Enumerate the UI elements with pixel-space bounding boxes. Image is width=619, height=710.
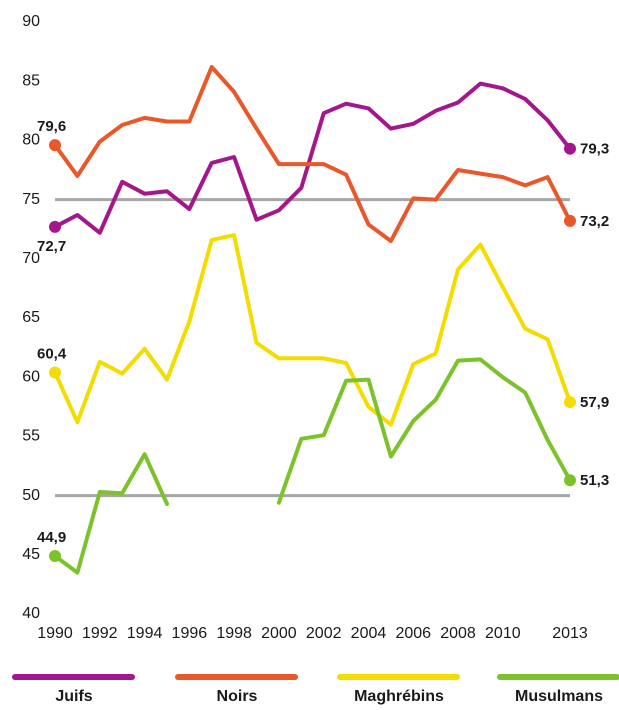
- end-point: [564, 474, 576, 487]
- y-tick-label: 85: [22, 72, 40, 89]
- value-label: 57,9: [580, 394, 609, 411]
- legend-item: Noirs: [175, 674, 298, 705]
- x-tick-label: 2008: [440, 625, 476, 642]
- end-point: [564, 396, 576, 409]
- y-tick-label: 45: [22, 546, 40, 563]
- x-tick-label: 2002: [306, 625, 342, 642]
- series-line: [53, 81, 572, 235]
- value-label: 79,3: [580, 141, 609, 158]
- series-line: [53, 357, 572, 575]
- y-tick-label: 60: [22, 368, 40, 385]
- value-label: 72,7: [37, 238, 66, 255]
- y-tick-label: 90: [22, 13, 40, 30]
- y-tick-label: 70: [22, 250, 40, 267]
- x-tick-label: 2004: [351, 625, 387, 642]
- y-tick-label: 75: [22, 191, 40, 208]
- y-tick-label: 65: [22, 309, 40, 326]
- value-label: 73,2: [580, 213, 609, 230]
- value-label: 60,4: [37, 345, 67, 362]
- x-tick-label: 1990: [37, 625, 73, 642]
- legend-label: Maghrébins: [354, 688, 444, 705]
- y-tick-label: 55: [22, 428, 40, 445]
- x-tick-label: 1996: [172, 625, 208, 642]
- end-point: [49, 366, 61, 379]
- series-line: [53, 233, 572, 427]
- legend-label: Juifs: [55, 688, 92, 705]
- x-tick-label: 2013: [552, 625, 588, 642]
- end-point: [564, 142, 576, 155]
- y-tick-label: 80: [22, 132, 40, 149]
- value-label: 51,3: [580, 472, 609, 489]
- end-point: [564, 214, 576, 227]
- legend-label: Noirs: [217, 688, 258, 705]
- end-point: [49, 220, 61, 233]
- end-point: [49, 139, 61, 152]
- x-tick-label: 1992: [82, 625, 118, 642]
- legend-item: Maghrébins: [337, 674, 460, 705]
- legend-item: Musulmans: [497, 674, 619, 705]
- value-label: 44,9: [37, 529, 66, 546]
- y-tick-label: 50: [22, 487, 40, 504]
- x-tick-label: 2000: [261, 625, 297, 642]
- legend-item: Juifs: [12, 674, 135, 705]
- value-label: 79,6: [37, 118, 66, 135]
- x-tick-label: 1994: [127, 625, 163, 642]
- legend-label: Musulmans: [515, 688, 603, 705]
- x-tick-label: 1998: [216, 625, 252, 642]
- y-tick-label: 40: [22, 605, 40, 622]
- end-point: [49, 549, 61, 562]
- series-line: [53, 65, 572, 243]
- x-tick-label: 2006: [395, 625, 431, 642]
- x-tick-label: 2010: [485, 625, 521, 642]
